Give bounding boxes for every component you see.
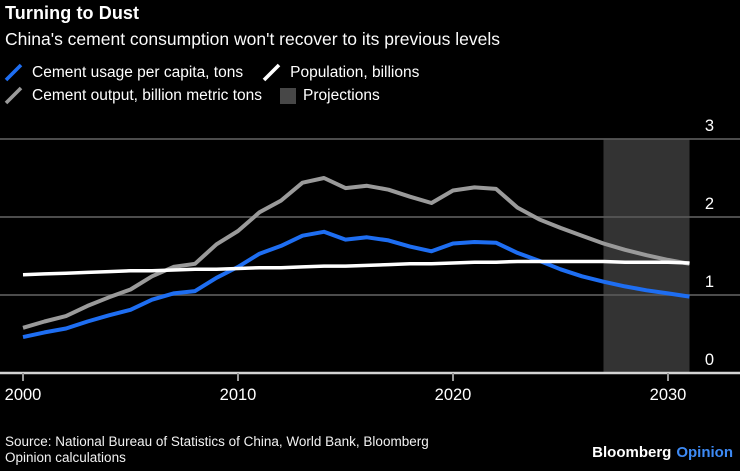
series-line (22, 229, 690, 340)
y-tick-label: 3 (705, 117, 714, 135)
slash-icon (4, 63, 23, 82)
series-line (22, 176, 690, 330)
source-line: Opinion calculations (5, 449, 126, 465)
y-tick-label: 1 (705, 273, 714, 291)
legend-label: Population, billions (290, 64, 420, 81)
legend-item-population: Population, billions (261, 63, 419, 83)
legend-label: Cement usage per capita, tons (32, 64, 244, 81)
legend: Cement usage per capita, tons Population… (3, 62, 643, 107)
slash-icon (4, 86, 23, 105)
page-title: Turning to Dust (5, 3, 140, 23)
legend-row-2: Cement output, billion metric tons Proje… (3, 85, 643, 107)
x-tick-label: 2020 (435, 386, 472, 404)
legend-item-projections: Projections (280, 87, 380, 105)
slash-icon (262, 63, 281, 82)
legend-item-cement-output: Cement output, billion metric tons (3, 86, 262, 106)
y-tick-label: 2 (705, 195, 714, 213)
legend-row-1: Cement usage per capita, tons Population… (3, 62, 643, 84)
source-line: Source: National Bureau of Statistics of… (5, 434, 429, 449)
legend-item-cement-usage: Cement usage per capita, tons (3, 63, 243, 83)
bloomberg-opinion-logo: Bloomberg Opinion (592, 444, 733, 461)
square-icon (280, 88, 297, 104)
x-tick-label: 2000 (5, 386, 42, 404)
logo-bloomberg: Bloomberg (592, 444, 672, 461)
x-tick-label: 2010 (220, 386, 257, 404)
legend-label: Cement output, billion metric tons (32, 87, 263, 104)
legend-label: Projections (303, 87, 380, 104)
source-note: Source: National Bureau of Statistics of… (5, 434, 550, 465)
series-line (22, 259, 690, 277)
y-tick-label: 0 (705, 351, 714, 369)
logo-opinion: Opinion (676, 444, 733, 461)
x-tick-label: 2030 (650, 386, 687, 404)
chart-subtitle: China's cement consumption won't recover… (5, 29, 500, 49)
